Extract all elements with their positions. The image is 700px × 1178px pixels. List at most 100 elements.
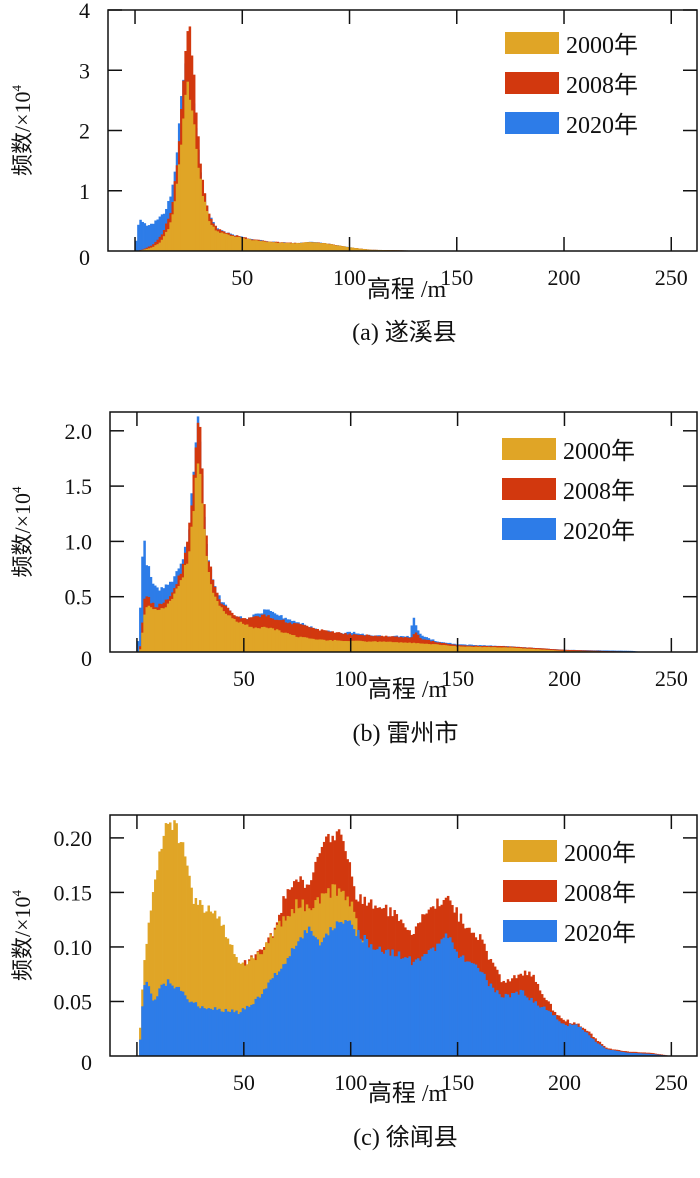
histogram-bar [216, 1009, 219, 1056]
histogram-bar [566, 1026, 570, 1056]
histogram-bar [260, 627, 264, 652]
histogram-bar [382, 641, 386, 652]
histogram-bar [384, 950, 388, 1056]
y-axis-title: 频数/×104 [9, 84, 35, 176]
histogram-bar [560, 1023, 563, 1056]
histogram-bar [481, 647, 484, 652]
histogram-bar [173, 593, 176, 652]
histogram-bar [483, 973, 486, 1056]
histogram-bar [468, 646, 471, 652]
histogram-bar [284, 963, 287, 1056]
histogram-bar [466, 646, 469, 652]
histogram-bar [310, 931, 313, 1056]
histogram-bar [181, 842, 185, 1056]
histogram-bar [485, 980, 488, 1056]
histogram-bar [267, 982, 270, 1056]
histogram-bar [333, 639, 337, 652]
histogram-bar [282, 632, 285, 652]
x-axis-title: 高程 /m [367, 276, 447, 303]
histogram-bar [476, 646, 480, 652]
histogram-bar [416, 958, 420, 1056]
histogram-bar [442, 644, 446, 652]
histogram-bar [137, 224, 140, 251]
histogram-bar [511, 993, 514, 1056]
histogram-bar [378, 946, 381, 1056]
histogram-bar [304, 242, 307, 251]
histogram-bar [143, 223, 147, 251]
histogram-bar [536, 649, 540, 652]
histogram-bar [284, 632, 287, 652]
histogram-bar [158, 851, 161, 1056]
histogram-bar [359, 938, 362, 1056]
y-axis-title-exponent: 4 [9, 486, 24, 493]
histogram-bar [372, 641, 375, 652]
histogram-bar [228, 944, 232, 1056]
histogram-bar [436, 644, 439, 652]
histogram-bar [434, 951, 437, 1056]
histogram-bar [314, 937, 317, 1056]
histogram-bar [365, 938, 369, 1056]
histogram-bar [602, 1047, 606, 1056]
histogram-bar [239, 1012, 243, 1056]
bars-group [136, 416, 642, 652]
histogram-bar [532, 1002, 535, 1056]
x-tick-label: 250 [655, 666, 688, 691]
histogram-bar [199, 178, 202, 251]
histogram-bar [154, 999, 157, 1056]
histogram-bar [395, 642, 399, 652]
histogram-bar [255, 240, 258, 251]
histogram-bar [315, 242, 318, 251]
histogram-bar [342, 641, 345, 652]
plot-frame [109, 411, 698, 653]
histogram-bar [188, 99, 192, 251]
histogram-bar [139, 646, 142, 652]
histogram-bar [288, 956, 292, 1056]
legend-swatch-2020 [502, 518, 556, 540]
histogram-bar [169, 600, 172, 652]
x-tick-label: 150 [441, 666, 474, 691]
histogram-bar [515, 647, 518, 652]
histogram-bar [162, 835, 166, 1056]
histogram-bar [363, 934, 367, 1056]
histogram-bar [353, 248, 357, 251]
histogram-bar [303, 930, 307, 1056]
histogram-bar [147, 986, 151, 1056]
y-tick-label: 1.5 [65, 474, 93, 499]
histogram-bar [248, 1006, 251, 1056]
histogram-bar [239, 621, 243, 652]
legend: 2000年 2008年 2020年 [503, 840, 636, 947]
histogram-bar [461, 646, 465, 652]
legend-swatch-2008 [502, 478, 556, 500]
histogram-bar [380, 641, 384, 652]
histogram-bar [609, 1049, 612, 1056]
y-axis-title-exponent: 4 [9, 889, 24, 896]
histogram-bar [335, 640, 339, 652]
histogram-bar [364, 249, 368, 251]
y-tick-label: 2 [79, 119, 90, 144]
histogram-bar [207, 905, 210, 1056]
histogram-bar [197, 167, 200, 251]
legend: 2000年 2008年 2020年 [505, 32, 638, 139]
histogram-bar [570, 1024, 574, 1056]
histogram-bar [181, 577, 185, 652]
legend-label-2020: 2020年 [563, 518, 635, 545]
histogram-bar [654, 1054, 657, 1056]
histogram-bar [438, 943, 441, 1056]
x-axis-title: 高程 /m [368, 676, 448, 703]
histogram-bar [201, 1006, 204, 1056]
histogram-bar [248, 626, 251, 652]
histogram-bar [292, 635, 296, 652]
histogram-bar [493, 647, 497, 652]
y-tick-label: 0.5 [65, 585, 93, 610]
histogram-bar [226, 615, 230, 652]
x-tick-label: 100 [333, 265, 366, 290]
histogram-bar [397, 642, 401, 652]
histogram-bar [230, 1009, 234, 1056]
histogram-bar [508, 647, 512, 652]
histogram-bar [523, 648, 527, 652]
histogram-bar [169, 822, 172, 1056]
histogram-bar [291, 243, 295, 251]
histogram-bar [483, 646, 486, 652]
histogram-bar [322, 639, 326, 652]
histogram-bar [389, 641, 392, 652]
